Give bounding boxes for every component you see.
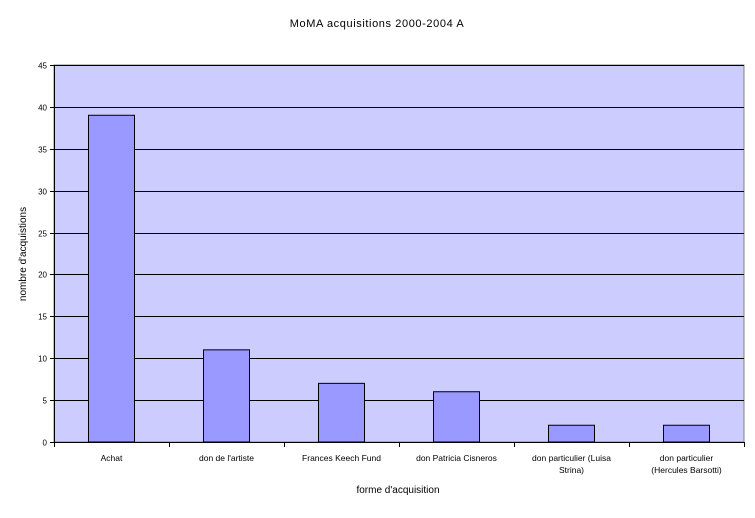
bar	[203, 349, 250, 443]
x-category-label: don particulier	[660, 453, 714, 463]
y-tick-label: 5	[43, 397, 48, 406]
y-tick-label: 0	[43, 439, 48, 448]
bar	[433, 391, 480, 443]
x-category-label: (Hercules Barsotti)	[651, 465, 722, 475]
chart-title: MoMA acquisitions 2000-2004 A	[290, 18, 465, 30]
x-category-label: Frances Keech Fund	[302, 453, 381, 463]
bar	[548, 424, 595, 443]
axes	[50, 65, 745, 447]
x-axis-title: forme d'acquisition	[356, 485, 439, 496]
y-tick-label: 30	[38, 188, 47, 197]
y-tick-label: 45	[38, 62, 47, 71]
y-tick-label: 40	[38, 104, 47, 113]
y-tick-label: 15	[38, 313, 47, 322]
x-category-label: Strina)	[559, 465, 584, 475]
bar	[88, 114, 135, 443]
y-tick-label: 10	[38, 355, 47, 364]
bar	[318, 382, 365, 443]
y-tick-label: 20	[38, 271, 47, 280]
y-tick-label: 25	[38, 230, 47, 239]
x-category-label: don particulier (Luisa	[532, 453, 611, 463]
y-axis-title: nombre d'acquistions	[18, 207, 29, 301]
x-category-label: don Patricia Cisneros	[416, 453, 497, 463]
bars	[88, 114, 710, 443]
bar	[663, 424, 710, 443]
y-tick-labels: 0 5 10 15 20 25 30 35 40 45	[38, 62, 47, 448]
x-category-label: don de l'artiste	[199, 453, 254, 463]
y-tick-label: 35	[38, 146, 47, 155]
x-category-label: Achat	[101, 453, 123, 463]
gridlines	[54, 65, 744, 401]
x-category-labels: Achat don de l'artiste Frances Keech Fund d…	[101, 453, 722, 475]
plot-area	[53, 64, 745, 443]
